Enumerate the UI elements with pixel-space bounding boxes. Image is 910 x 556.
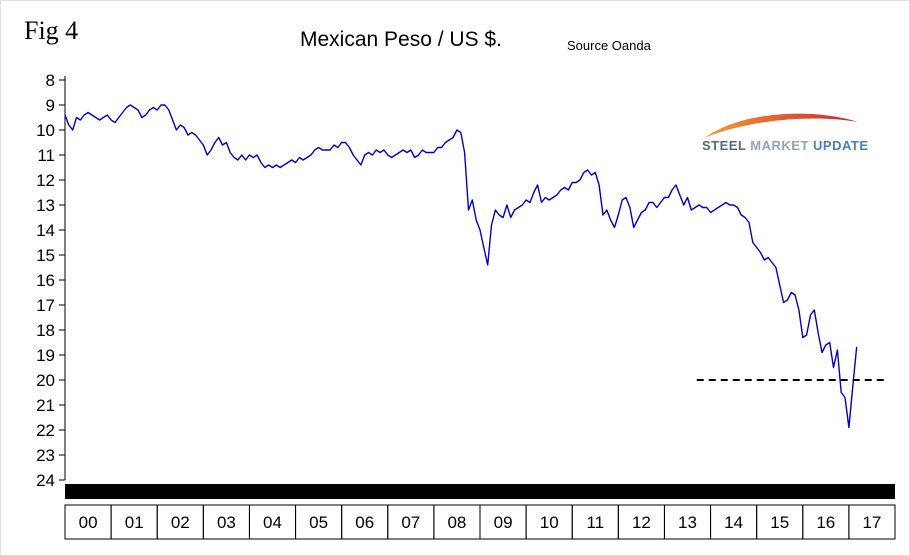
price-line <box>64 104 858 429</box>
logo-text: STEEL MARKET UPDATE <box>702 138 869 153</box>
steel-market-update-logo: STEEL MARKET UPDATE <box>700 110 869 160</box>
y-axis-tick-label: 10 <box>36 121 55 140</box>
x-axis-year-label: 09 <box>494 513 513 532</box>
y-axis-tick-label: 9 <box>46 96 55 115</box>
x-axis-year-label: 02 <box>171 513 190 532</box>
y-axis-tick-label: 17 <box>36 296 55 315</box>
x-axis-year-label: 11 <box>586 513 604 532</box>
x-axis-year-label: 08 <box>447 513 466 532</box>
x-axis-year-label: 15 <box>770 513 789 532</box>
chart-source: Source Oanda <box>567 38 651 53</box>
logo-word-update: UPDATE <box>813 138 869 153</box>
y-axis-tick-label: 14 <box>36 221 55 240</box>
x-axis-year-label: 07 <box>401 513 420 532</box>
x-axis-year-label: 16 <box>816 513 835 532</box>
x-axis-year-label: 10 <box>540 513 559 532</box>
y-axis-tick-label: 11 <box>37 146 55 165</box>
x-axis-year-label: 05 <box>309 513 328 532</box>
y-axis-tick-label: 19 <box>36 346 55 365</box>
y-axis-tick-label: 13 <box>36 196 55 215</box>
y-axis-tick-label: 21 <box>36 396 55 415</box>
x-axis-year-label: 17 <box>862 513 881 532</box>
figure-label: Fig 4 <box>24 16 79 45</box>
x-axis-year-label: 00 <box>79 513 98 532</box>
y-axis-tick-label: 18 <box>36 321 55 340</box>
x-axis-year-cell <box>848 504 896 540</box>
logo-word-steel: STEEL <box>702 138 747 153</box>
x-axis-year-label: 01 <box>125 513 144 532</box>
x-axis-year-label: 12 <box>632 513 651 532</box>
x-axis-year-label: 14 <box>724 513 743 532</box>
x-axis-year-label: 13 <box>678 513 697 532</box>
x-axis-year-label: 03 <box>217 513 236 532</box>
y-axis-tick-label: 8 <box>46 71 55 90</box>
x-axis-year-label: 06 <box>355 513 374 532</box>
y-axis-tick-label: 24 <box>36 471 55 490</box>
y-axis-tick-label: 16 <box>36 271 55 290</box>
y-axis-tick-label: 23 <box>36 446 55 465</box>
chart-title: Mexican Peso / US $. <box>300 28 502 51</box>
y-axis-tick-label: 20 <box>36 371 55 390</box>
y-axis-tick-label: 12 <box>36 171 55 190</box>
y-axis-tick-label: 15 <box>36 246 55 265</box>
logo-word-market: MARKET <box>750 138 809 153</box>
axis-black-bar <box>65 484 895 499</box>
x-axis-year-label: 04 <box>263 513 282 532</box>
y-axis-tick-label: 22 <box>36 421 55 440</box>
logo-swoosh-icon <box>704 113 858 138</box>
